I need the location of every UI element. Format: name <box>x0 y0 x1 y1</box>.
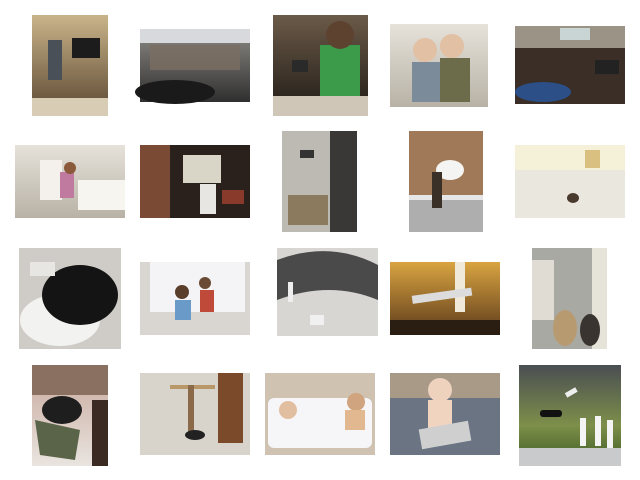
photo <box>32 15 108 116</box>
photo <box>390 373 500 455</box>
photo <box>519 365 621 466</box>
photo <box>15 145 125 218</box>
photo <box>273 15 368 116</box>
photo <box>19 248 121 349</box>
photo <box>277 248 378 336</box>
photo <box>390 262 500 335</box>
photo <box>265 373 375 455</box>
photo <box>140 145 250 218</box>
photo <box>282 131 357 232</box>
photo <box>515 26 625 104</box>
photo <box>32 365 108 466</box>
photo <box>140 373 250 455</box>
photo <box>140 262 250 335</box>
photo <box>409 131 483 232</box>
photo <box>515 145 625 218</box>
photo <box>135 29 250 104</box>
photo <box>390 24 499 107</box>
photo <box>532 248 607 349</box>
